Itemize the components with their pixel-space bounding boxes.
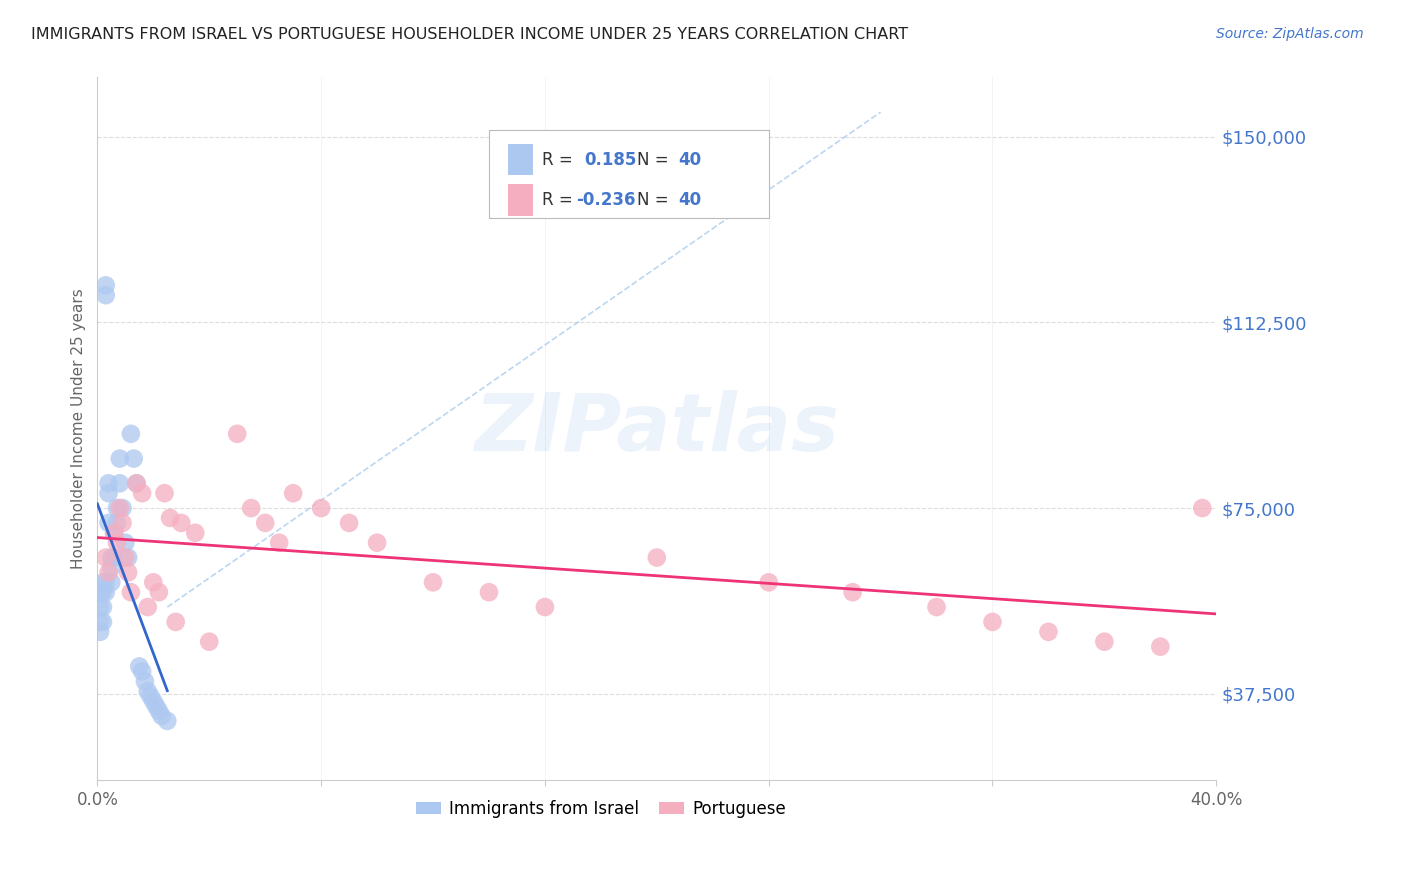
Point: [925, 600, 948, 615]
Point: [1038, 624, 1060, 639]
Point: [139, 689, 162, 703]
Point: [145, 699, 167, 714]
Point: [91, 575, 114, 590]
Text: 0.185: 0.185: [583, 151, 637, 169]
Point: [108, 501, 131, 516]
Point: [758, 575, 780, 590]
Point: [170, 516, 193, 530]
Point: [89, 624, 111, 639]
Point: [103, 525, 125, 540]
Point: [198, 634, 221, 648]
Bar: [508, 184, 533, 216]
Point: [89, 600, 111, 615]
Point: [89, 585, 111, 599]
Point: [120, 426, 142, 441]
Text: R =: R =: [541, 191, 578, 209]
Point: [103, 550, 125, 565]
Point: [122, 451, 145, 466]
Point: [91, 585, 114, 599]
Legend: Immigrants from Israel, Portuguese: Immigrants from Israel, Portuguese: [409, 793, 793, 825]
Point: [94, 575, 117, 590]
Point: [134, 674, 156, 689]
Point: [94, 585, 117, 599]
Point: [100, 550, 122, 565]
Point: [478, 585, 501, 599]
Point: [108, 476, 131, 491]
Point: [136, 684, 159, 698]
Point: [97, 566, 120, 580]
Point: [97, 486, 120, 500]
Point: [150, 709, 173, 723]
Point: [148, 704, 170, 718]
Text: R =: R =: [541, 151, 578, 169]
Text: N =: N =: [637, 191, 673, 209]
Point: [111, 501, 134, 516]
Point: [103, 525, 125, 540]
Point: [100, 560, 122, 574]
Point: [184, 525, 207, 540]
Point: [128, 659, 150, 673]
Point: [366, 535, 388, 549]
Text: IMMIGRANTS FROM ISRAEL VS PORTUGUESE HOUSEHOLDER INCOME UNDER 25 YEARS CORRELATI: IMMIGRANTS FROM ISRAEL VS PORTUGUESE HOU…: [31, 27, 908, 42]
Point: [97, 476, 120, 491]
Point: [131, 486, 153, 500]
Point: [120, 585, 142, 599]
Point: [89, 615, 111, 629]
Point: [254, 516, 277, 530]
Point: [159, 511, 181, 525]
Text: Source: ZipAtlas.com: Source: ZipAtlas.com: [1216, 27, 1364, 41]
Point: [100, 575, 122, 590]
Point: [94, 550, 117, 565]
Point: [94, 278, 117, 293]
Text: ZIPatlas: ZIPatlas: [474, 390, 839, 468]
Point: [1092, 634, 1115, 648]
Point: [114, 550, 136, 565]
Point: [309, 501, 332, 516]
Point: [156, 714, 179, 728]
Point: [105, 535, 128, 549]
Text: 40: 40: [678, 151, 702, 169]
Point: [105, 501, 128, 516]
Point: [269, 535, 291, 549]
Point: [142, 575, 165, 590]
Text: N =: N =: [637, 151, 673, 169]
FancyBboxPatch shape: [489, 130, 769, 218]
Point: [283, 486, 305, 500]
Bar: [508, 144, 533, 176]
Point: [226, 426, 249, 441]
Point: [131, 665, 153, 679]
Point: [97, 516, 120, 530]
Point: [91, 615, 114, 629]
Point: [105, 516, 128, 530]
Point: [981, 615, 1004, 629]
Point: [148, 585, 170, 599]
Point: [94, 288, 117, 302]
Point: [1191, 501, 1213, 516]
Point: [645, 550, 668, 565]
Point: [153, 486, 176, 500]
Point: [136, 600, 159, 615]
Point: [114, 535, 136, 549]
Y-axis label: Householder Income Under 25 years: Householder Income Under 25 years: [72, 288, 86, 569]
Point: [337, 516, 360, 530]
Point: [117, 550, 139, 565]
Point: [1149, 640, 1171, 654]
Point: [117, 566, 139, 580]
Point: [125, 476, 148, 491]
Point: [422, 575, 444, 590]
Text: -0.236: -0.236: [576, 191, 636, 209]
Point: [111, 516, 134, 530]
Point: [108, 451, 131, 466]
Point: [534, 600, 557, 615]
Point: [165, 615, 187, 629]
Point: [142, 694, 165, 708]
Point: [91, 600, 114, 615]
Point: [841, 585, 863, 599]
Point: [240, 501, 263, 516]
Text: 40: 40: [678, 191, 702, 209]
Point: [125, 476, 148, 491]
